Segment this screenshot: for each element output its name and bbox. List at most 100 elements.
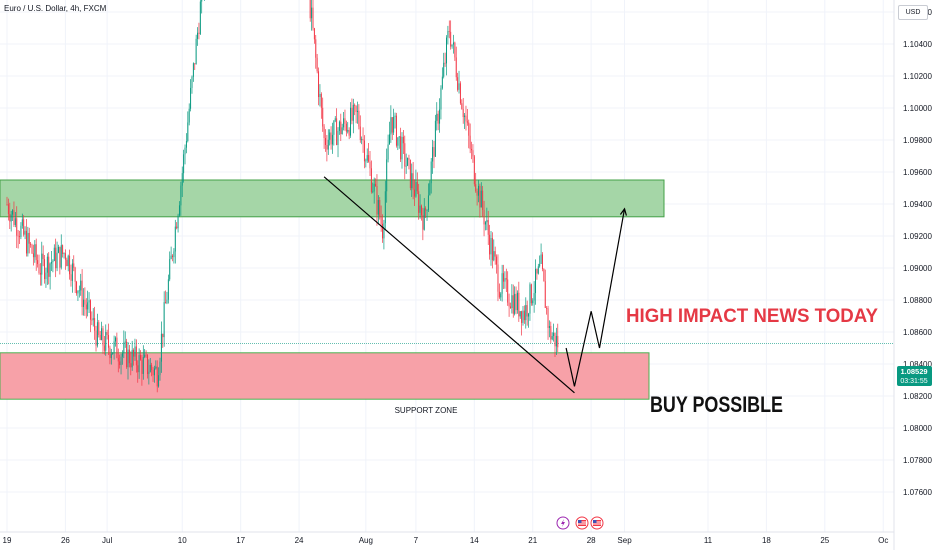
- candle-body: [537, 266, 539, 274]
- candle-body: [110, 354, 112, 359]
- candle-body: [384, 191, 386, 224]
- candle-body: [162, 333, 164, 338]
- candle-body: [102, 328, 104, 346]
- y-tick-label: 1.08600: [903, 328, 932, 337]
- y-tick-label: 1.10400: [903, 40, 932, 49]
- candle-body: [539, 263, 541, 267]
- candle-body: [56, 252, 58, 269]
- candle-body: [163, 302, 165, 338]
- projection-arrowhead: [619, 207, 627, 216]
- projection-path[interactable]: [565, 208, 626, 387]
- candle-body: [165, 302, 167, 304]
- candle-body: [455, 57, 457, 78]
- candle-body: [183, 154, 185, 174]
- us-flag-icon[interactable]: [590, 516, 604, 530]
- candle-body: [27, 232, 29, 254]
- candle-body: [347, 130, 349, 132]
- candle-body: [457, 77, 459, 90]
- x-tick-label: 28: [587, 536, 596, 545]
- candle-body: [426, 210, 428, 211]
- candle-body: [85, 304, 87, 310]
- candle-body: [412, 173, 414, 190]
- symbol-title: Euro / U.S. Dollar, 4h, FXCM: [4, 4, 107, 13]
- resistance-zone[interactable]: [0, 179, 665, 218]
- candle-body: [130, 363, 132, 368]
- candle-body: [331, 134, 333, 145]
- candle-body: [382, 223, 384, 239]
- candle-body: [362, 138, 364, 141]
- candle-body: [87, 302, 89, 310]
- price-tag-bg: [897, 366, 932, 386]
- candle-body: [352, 104, 354, 121]
- candle-body: [532, 300, 534, 304]
- x-tick-label: 10: [178, 536, 187, 545]
- candle-body: [70, 274, 72, 281]
- candle-body: [344, 118, 346, 124]
- candle-body: [355, 106, 357, 112]
- candle-body: [380, 216, 382, 224]
- candle-body: [45, 272, 47, 280]
- candle-body: [348, 130, 350, 136]
- high-impact-news-label: HIGH IMPACT NEWS TODAY: [626, 306, 878, 327]
- candle-body: [482, 190, 484, 210]
- candle-body: [121, 353, 123, 357]
- trend-line[interactable]: [323, 176, 575, 394]
- candle-body: [397, 137, 399, 146]
- candle-body: [112, 352, 114, 355]
- candle-body: [74, 267, 76, 282]
- candle-body: [461, 103, 463, 109]
- candle-body: [341, 127, 343, 135]
- candle-body: [126, 341, 128, 368]
- candle-body: [327, 139, 329, 150]
- candle-body: [480, 190, 482, 208]
- candle-body: [159, 361, 161, 376]
- candle-body: [359, 126, 361, 140]
- candle-body: [375, 183, 377, 186]
- candle-body: [515, 293, 517, 311]
- candle-body: [32, 253, 34, 258]
- chart-grid: [0, 0, 894, 532]
- candle-body: [57, 246, 59, 253]
- candle-body: [197, 32, 199, 39]
- candle-body: [494, 251, 496, 257]
- candle-body: [518, 292, 520, 317]
- candle-body: [437, 113, 439, 124]
- candle-body: [199, 1, 201, 34]
- candle-body: [46, 256, 48, 273]
- candle-body: [525, 305, 527, 321]
- candle-body: [34, 244, 36, 258]
- candle-body: [14, 218, 16, 225]
- currency-button[interactable]: USD: [898, 5, 928, 20]
- candle-body: [486, 220, 488, 223]
- x-tick-label: 18: [762, 536, 771, 545]
- candle-body: [530, 284, 532, 304]
- candle-body: [322, 107, 324, 127]
- candle-body: [188, 108, 190, 123]
- candle-body: [313, 28, 315, 40]
- candle-body: [548, 326, 550, 328]
- candle-body: [526, 305, 528, 317]
- candle-body: [376, 185, 378, 215]
- us-flag-icon[interactable]: [575, 516, 589, 530]
- y-tick-label: 1.08400: [903, 360, 932, 369]
- candle-body: [496, 256, 498, 265]
- candle-body: [52, 260, 54, 263]
- candle-body: [39, 272, 41, 275]
- candle-body: [19, 236, 21, 238]
- support-zone[interactable]: [0, 352, 650, 400]
- drawings: [323, 176, 627, 394]
- candle-body: [151, 364, 153, 371]
- candle-body: [329, 132, 331, 140]
- candle-body: [160, 333, 162, 362]
- candle-body: [432, 147, 434, 162]
- candle-body: [533, 293, 535, 301]
- candle-body: [156, 366, 158, 387]
- candle-body: [479, 185, 481, 208]
- candle-body: [167, 279, 169, 300]
- lightning-icon[interactable]: [556, 516, 570, 530]
- candle-body: [184, 147, 186, 155]
- candle-body: [178, 205, 180, 216]
- candle-body: [366, 155, 368, 161]
- candle-body: [519, 311, 521, 317]
